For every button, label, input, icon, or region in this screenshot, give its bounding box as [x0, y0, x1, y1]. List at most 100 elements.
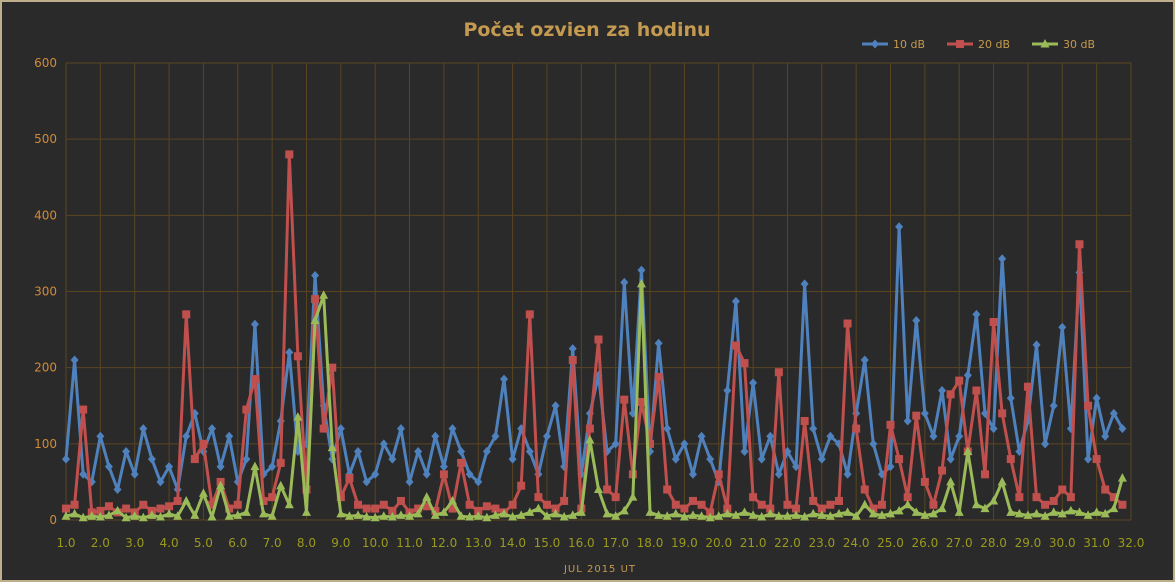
legend-square-icon — [956, 40, 964, 48]
data-point — [1118, 500, 1127, 509]
data-point — [671, 508, 681, 518]
data-point — [87, 511, 97, 520]
data-point — [70, 508, 80, 518]
data-point — [147, 510, 157, 519]
data-point — [362, 504, 371, 513]
data-point — [774, 368, 783, 377]
data-point — [971, 499, 981, 509]
data-point — [886, 508, 896, 518]
data-point — [448, 504, 457, 513]
x-tick-label: 18.0 — [637, 536, 664, 550]
data-point — [783, 500, 792, 509]
data-point — [791, 510, 801, 519]
data-point — [396, 424, 405, 434]
data-point — [954, 507, 964, 516]
data-point — [637, 397, 646, 406]
data-point — [782, 511, 792, 520]
data-point — [585, 424, 594, 433]
data-point — [619, 505, 629, 515]
data-point — [225, 431, 234, 441]
data-point — [268, 493, 277, 502]
data-point — [680, 439, 689, 449]
data-point — [551, 508, 561, 518]
data-point — [1032, 493, 1041, 502]
data-point — [293, 352, 302, 361]
x-tick-label: 3.0 — [125, 536, 144, 550]
data-point — [456, 511, 466, 520]
x-tick-label: 7.0 — [263, 536, 282, 550]
data-point — [723, 504, 732, 513]
data-point — [525, 310, 534, 319]
data-point — [1041, 500, 1050, 509]
data-point — [620, 277, 629, 287]
data-point — [972, 386, 981, 395]
data-point — [654, 338, 663, 348]
data-point — [354, 446, 363, 456]
legend-label: 30 dB — [1063, 38, 1095, 51]
x-tick-label: 27.0 — [946, 536, 973, 550]
data-point — [714, 470, 723, 479]
data-point — [903, 493, 912, 502]
data-point — [911, 507, 921, 516]
data-point — [886, 462, 895, 472]
data-point — [825, 511, 835, 520]
data-point — [267, 511, 277, 520]
data-point — [508, 500, 517, 509]
data-point — [766, 504, 775, 513]
data-point — [912, 315, 921, 325]
data-point — [122, 446, 131, 456]
data-point — [955, 376, 964, 385]
data-point — [533, 503, 543, 513]
data-point — [851, 511, 861, 520]
x-tick-label: 31.0 — [1083, 536, 1110, 550]
data-point — [826, 431, 835, 441]
data-point — [637, 265, 646, 275]
data-point — [998, 254, 1007, 264]
y-tick-label: 600 — [34, 56, 57, 70]
data-point — [594, 484, 603, 494]
data-point — [1006, 393, 1015, 403]
data-point — [636, 278, 646, 288]
data-point — [414, 446, 423, 456]
data-point — [843, 507, 853, 516]
data-point — [354, 500, 363, 509]
x-tick-label: 25.0 — [877, 536, 904, 550]
data-point — [370, 512, 380, 522]
data-point — [757, 454, 766, 464]
data-point — [963, 446, 973, 455]
data-point — [1109, 408, 1118, 418]
data-point — [336, 424, 345, 434]
x-tick-label: 4.0 — [160, 536, 179, 550]
data-point — [474, 477, 483, 487]
data-point — [706, 454, 715, 464]
data-point — [929, 431, 938, 441]
data-point — [585, 435, 595, 444]
data-point — [671, 454, 680, 464]
data-point — [800, 416, 809, 425]
data-point — [980, 503, 990, 513]
data-point — [542, 511, 552, 520]
series-30-db — [61, 278, 1127, 522]
data-point — [860, 485, 869, 494]
data-point — [740, 446, 749, 456]
data-point — [250, 375, 259, 384]
data-point — [1092, 393, 1101, 403]
data-point — [1057, 508, 1067, 518]
data-point — [457, 458, 466, 467]
data-point — [490, 510, 500, 519]
legend-label: 20 dB — [978, 38, 1010, 51]
data-point — [1092, 455, 1101, 464]
data-point — [233, 500, 242, 509]
data-point — [190, 455, 199, 464]
data-point — [396, 510, 406, 519]
data-point — [139, 424, 148, 434]
data-point — [311, 271, 320, 281]
data-point — [663, 485, 672, 494]
data-point — [551, 504, 560, 513]
data-point — [705, 512, 715, 522]
data-point — [654, 510, 664, 519]
data-point — [920, 408, 929, 418]
x-tick-label: 32.0 — [1118, 536, 1145, 550]
data-point — [474, 506, 483, 515]
legend-label: 10 dB — [893, 38, 925, 51]
